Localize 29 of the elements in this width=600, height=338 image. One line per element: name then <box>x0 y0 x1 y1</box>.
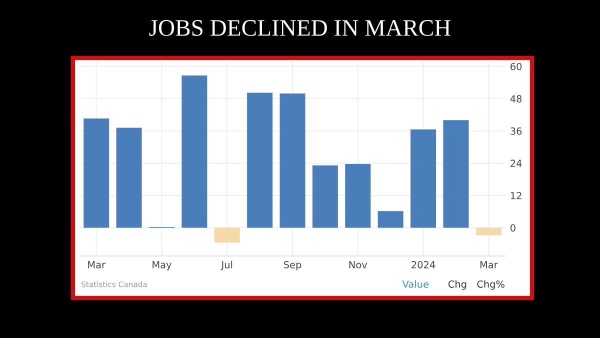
bar <box>443 120 469 228</box>
bar <box>247 92 273 228</box>
bar <box>116 128 142 228</box>
bar <box>312 165 338 228</box>
text: Chg% <box>477 280 504 290</box>
x-tick-label: Jul <box>220 260 232 270</box>
bar <box>280 94 306 228</box>
bar <box>214 228 240 243</box>
y-tick-label: 48 <box>510 95 522 102</box>
x-tick-label: Sep <box>284 261 302 270</box>
x-tick-label: 2024 <box>412 261 436 268</box>
bar <box>476 228 502 236</box>
bar <box>84 118 110 228</box>
y-tick-label: 24 <box>510 160 522 167</box>
bar <box>410 129 436 228</box>
bar <box>345 164 371 228</box>
y-tick-label: 12 <box>510 192 522 200</box>
bar <box>378 211 404 228</box>
x-tick-label: Mar <box>480 261 498 268</box>
y-tick-label: 36 <box>510 127 522 135</box>
x-tick-label: Mar <box>88 261 106 268</box>
bar <box>182 76 208 228</box>
x-tick-label: May <box>152 261 172 270</box>
y-tick-label: 0 <box>510 224 516 232</box>
chart-title: JOBS DECLINED IN MARCH <box>149 20 450 36</box>
text: Chg <box>448 280 466 290</box>
x-tick-label: Nov <box>349 261 368 268</box>
text: Value <box>402 280 428 288</box>
y-tick-label: 60 <box>510 62 522 70</box>
